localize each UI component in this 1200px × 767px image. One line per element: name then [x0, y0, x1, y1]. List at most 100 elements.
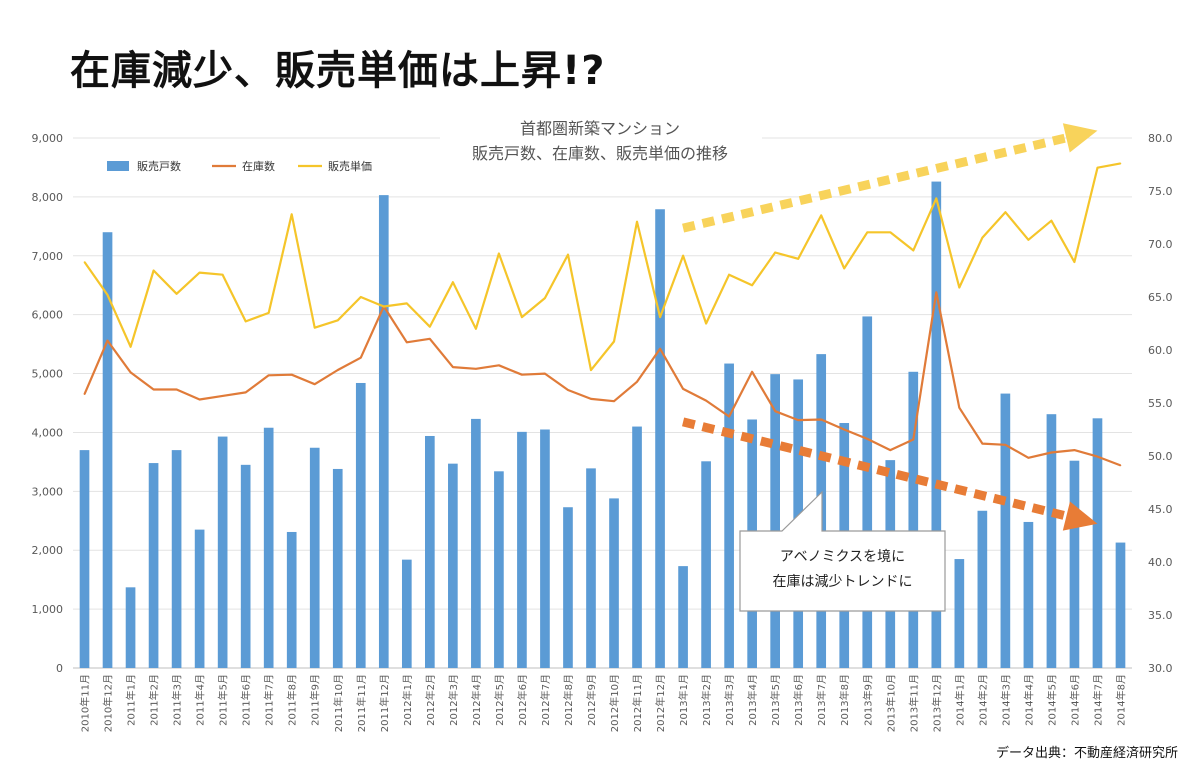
point-inventory [797, 419, 799, 421]
point-unit-price [1119, 162, 1122, 165]
point-unit-price [521, 316, 523, 318]
point-unit-price [1050, 219, 1053, 222]
point-inventory [613, 400, 615, 403]
x-tick-label: 2013年2月 [700, 674, 713, 726]
x-tick-label: 2013年12月 [930, 674, 943, 732]
x-tick-label: 2012年4月 [470, 674, 483, 726]
bar-sales-units [586, 468, 596, 668]
x-tick-label: 2012年12月 [654, 674, 667, 732]
y-right-tick-label: 35.0 [1148, 609, 1173, 622]
point-unit-price [129, 346, 132, 348]
x-tick-label: 2012年9月 [585, 674, 598, 726]
x-tick-label: 2010年12月 [102, 674, 115, 732]
point-unit-price [567, 253, 569, 256]
point-unit-price [613, 340, 615, 343]
x-tick-label: 2011年2月 [148, 674, 161, 726]
point-inventory [313, 383, 316, 385]
point-unit-price [1073, 261, 1076, 263]
x-tick-label: 2011年11月 [355, 674, 368, 732]
point-unit-price [728, 273, 730, 276]
x-tick-label: 2012年6月 [516, 674, 529, 726]
point-unit-price [843, 267, 846, 270]
point-unit-price [1027, 238, 1030, 241]
point-unit-price [797, 258, 799, 260]
point-inventory [590, 398, 592, 400]
point-inventory [567, 389, 569, 391]
chart-title-backdrop [440, 113, 762, 169]
point-inventory [659, 348, 661, 350]
point-inventory [728, 415, 730, 418]
point-unit-price [820, 214, 823, 217]
point-unit-price [544, 297, 546, 299]
point-unit-price [866, 231, 869, 234]
point-unit-price [429, 325, 431, 328]
x-tick-label: 2012年1月 [401, 674, 414, 726]
bar-sales-units [770, 374, 780, 668]
point-inventory [244, 391, 247, 394]
y-right-tick-label: 55.0 [1148, 397, 1173, 410]
x-tick-label: 2014年8月 [1114, 674, 1127, 726]
bar-sales-units [217, 436, 228, 668]
callout-text-line: 在庫は減少トレンドに [773, 573, 913, 590]
point-unit-price [1004, 211, 1007, 213]
bar-sales-units [632, 426, 642, 668]
point-inventory [958, 406, 961, 409]
point-inventory [129, 371, 132, 374]
callout-box [739, 490, 946, 612]
point-inventory [106, 339, 109, 342]
bar-sales-units [286, 531, 297, 668]
point-inventory [359, 356, 362, 359]
bar-sales-units [1092, 418, 1103, 668]
bar-sales-units [102, 232, 113, 668]
bar-sales-units [471, 418, 481, 668]
legend-label: 販売戸数 [137, 160, 181, 173]
bar-sales-units [1000, 393, 1011, 668]
x-tick-label: 2013年6月 [792, 674, 805, 726]
bar-sales-units [194, 529, 205, 668]
bar-sales-units [517, 431, 527, 668]
bar-sales-units [425, 435, 435, 668]
bar-sales-units [148, 463, 159, 668]
point-inventory [83, 393, 86, 395]
point-inventory [751, 370, 753, 373]
x-tick-label: 2014年1月 [953, 674, 966, 726]
point-unit-price [682, 254, 684, 257]
point-inventory [820, 418, 823, 421]
x-tick-label: 2011年4月 [194, 674, 207, 726]
point-unit-price [244, 320, 247, 323]
point-unit-price [751, 284, 753, 287]
chart-title-line: 首都圏新築マンション [520, 119, 680, 138]
bar-sales-units [1046, 414, 1057, 668]
bar-sales-units [540, 429, 550, 668]
point-unit-price [1096, 166, 1099, 169]
point-inventory [475, 368, 477, 370]
x-tick-label: 2011年3月 [171, 674, 184, 726]
point-inventory [866, 438, 869, 440]
x-tick-label: 2014年5月 [1045, 674, 1058, 726]
point-unit-price [382, 305, 385, 308]
point-inventory [544, 372, 546, 375]
bar-sales-units [125, 587, 136, 668]
point-inventory [152, 388, 155, 391]
point-inventory [705, 399, 707, 402]
bar-sales-units [1115, 542, 1126, 668]
page-headline: 在庫減少、販売単価は上昇!? [70, 48, 606, 94]
bar-sales-units [563, 507, 573, 668]
point-unit-price [935, 197, 938, 200]
x-tick-label: 2011年10月 [332, 674, 345, 732]
y-left-tick-label: 3,000 [32, 485, 64, 498]
bar-sales-units [240, 464, 251, 668]
point-unit-price [659, 316, 661, 318]
y-left-tick-label: 4,000 [32, 426, 64, 439]
bar-sales-units [724, 363, 734, 668]
y-left-tick-label: 5,000 [32, 368, 64, 381]
line-unit-price [83, 162, 1121, 372]
point-unit-price [106, 294, 109, 296]
point-unit-price [636, 220, 638, 223]
y-right-tick-label: 70.0 [1148, 238, 1173, 251]
x-tick-label: 2013年11月 [907, 674, 920, 732]
point-inventory [912, 438, 915, 441]
x-tick-label: 2012年3月 [447, 674, 460, 726]
point-unit-price [889, 231, 892, 234]
